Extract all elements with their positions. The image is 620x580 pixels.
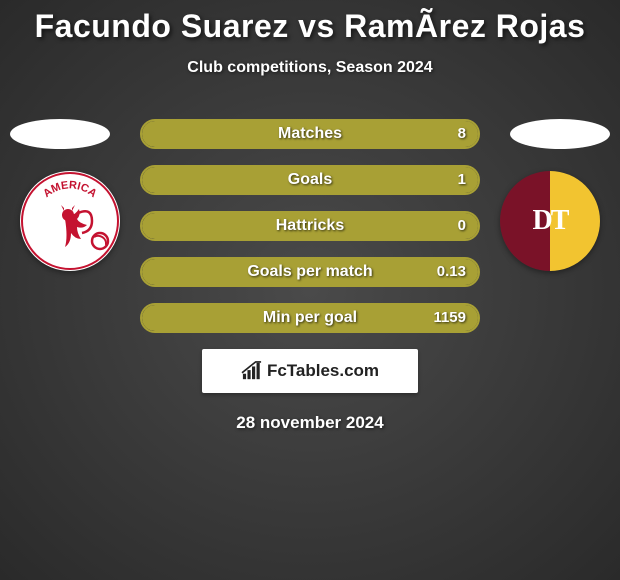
stat-bar-label: Hattricks (142, 213, 478, 239)
stat-bar: Goals per match0.13 (140, 257, 480, 287)
left-ellipse (10, 119, 110, 149)
stat-bar-value: 1 (458, 167, 466, 193)
subtitle: Club competitions, Season 2024 (0, 59, 620, 77)
comparison-panel: AMERICA DT Matches8 Goals1 Hattricks0 Goals… (0, 119, 620, 433)
stat-bar-value: 0.13 (437, 259, 466, 285)
stat-bar: Min per goal1159 (140, 303, 480, 333)
crest-right-text: DT (533, 205, 568, 237)
page-title: Facundo Suarez vs RamÃrez Rojas (0, 0, 620, 45)
right-ellipse (510, 119, 610, 149)
stat-bar: Matches8 (140, 119, 480, 149)
logo-box: FcTables.com (202, 349, 418, 393)
stat-bars: Matches8Goals1Hattricks0Goals per match0… (140, 119, 480, 333)
stat-bar-label: Goals (142, 167, 478, 193)
stat-bar: Goals1 (140, 165, 480, 195)
stat-bar: Hattricks0 (140, 211, 480, 241)
chart-icon (241, 361, 263, 381)
america-crest: AMERICA (20, 171, 120, 271)
stat-bar-label: Min per goal (142, 305, 478, 331)
tolima-crest: DT (500, 171, 600, 271)
stat-bar-value: 8 (458, 121, 466, 147)
stat-bar-value: 0 (458, 213, 466, 239)
stat-bar-value: 1159 (433, 305, 466, 331)
stat-bar-label: Matches (142, 121, 478, 147)
logo-text: FcTables.com (267, 361, 379, 381)
date-text: 28 november 2024 (0, 413, 620, 433)
stat-bar-label: Goals per match (142, 259, 478, 285)
